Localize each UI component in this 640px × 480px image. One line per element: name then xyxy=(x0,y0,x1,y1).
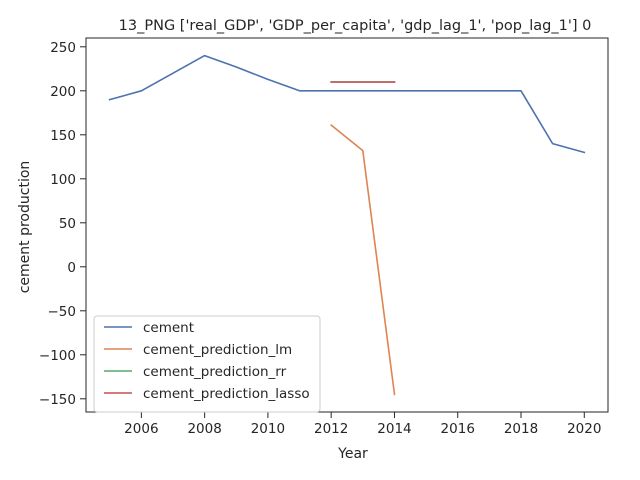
chart-title: 13_PNG ['real_GDP', 'GDP_per_capita', 'g… xyxy=(119,18,592,34)
x-tick-label: 2010 xyxy=(251,421,285,437)
legend-entry: cement_prediction_lasso xyxy=(143,386,310,402)
legend-entry: cement_prediction_rr xyxy=(143,364,287,380)
x-axis-label: Year xyxy=(337,446,368,462)
series-line-cement-prediction-lm xyxy=(330,123,396,396)
x-tick-label: 2008 xyxy=(187,421,221,437)
y-tick-label: 100 xyxy=(50,172,76,188)
y-tick-label: 200 xyxy=(50,84,76,100)
y-tick-label: −150 xyxy=(39,392,76,408)
legend-box xyxy=(93,315,321,413)
y-tick-label: −50 xyxy=(48,304,77,320)
x-tick-label: 2016 xyxy=(441,421,475,437)
y-tick-label: 250 xyxy=(50,40,76,56)
y-tick-label: −100 xyxy=(39,348,76,364)
y-tick-label: 0 xyxy=(67,260,76,276)
y-axis-ticks: −150 −100 −50 0 50 100 150 200 250 xyxy=(39,40,86,408)
x-tick-label: 2018 xyxy=(504,421,538,437)
x-tick-label: 2012 xyxy=(314,421,348,437)
x-tick-label: 2014 xyxy=(377,421,411,437)
series-layer xyxy=(108,54,586,396)
x-axis-ticks: 2006 2008 2010 2012 2014 2016 2018 2020 xyxy=(124,412,601,437)
y-tick-label: 50 xyxy=(59,216,76,232)
legend: cement cement_prediction_lm cement_predict… xyxy=(93,315,321,413)
x-tick-label: 2006 xyxy=(124,421,158,437)
y-tick-label: 150 xyxy=(50,128,76,144)
y-axis-label: cement production xyxy=(17,161,33,294)
series-line-cement xyxy=(108,54,586,154)
x-tick-label: 2020 xyxy=(567,421,601,437)
legend-entry: cement xyxy=(143,320,194,336)
legend-entry: cement_prediction_lm xyxy=(143,342,292,358)
plot-frame xyxy=(85,37,609,413)
